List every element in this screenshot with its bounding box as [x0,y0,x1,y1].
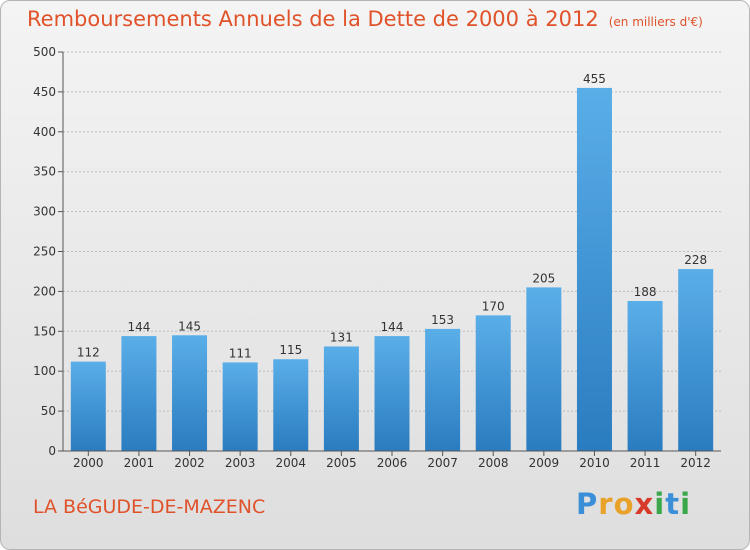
proxiti-logo: Proxiti [576,487,691,521]
bars: 112 144 145 111 115 131 144 153 170 205 455 188 228 [70,72,714,451]
logo-letter: i [680,487,692,521]
bar-value-label: 144 [127,320,150,334]
logo-letter: P [576,487,599,521]
logo-letter: x [634,487,655,521]
x-tick-label: 2009 [529,456,560,470]
x-tick-label: 2008 [478,456,509,470]
bar [323,346,359,451]
y-tick-label: 250 [33,245,56,259]
x-tick-label: 2011 [630,456,661,470]
bar [273,359,309,451]
bar [222,362,258,451]
bar-value-label: 228 [684,253,707,267]
logo-letter: i [654,487,666,521]
bar-value-label: 170 [482,299,505,313]
bar [121,336,157,451]
bar-value-label: 188 [634,285,657,299]
bar-value-label: 131 [330,330,353,344]
chart-subtitle: (en milliers d'€) [608,15,703,29]
bar [526,287,562,451]
y-tick-label: 50 [41,404,56,418]
x-tick-label: 2000 [73,456,104,470]
bar [425,328,461,451]
y-tick-label: 350 [33,165,56,179]
bar-value-label: 205 [532,271,555,285]
bar [374,336,410,451]
x-tick-label: 2004 [275,456,306,470]
axes: 0 50 100 150 200 250 300 350 400 450 500 2000 2001 20… [33,45,721,470]
bar-value-label: 115 [279,343,302,357]
bar-value-label: 145 [178,319,201,333]
y-tick-label: 0 [48,444,56,458]
logo-letter: o [613,487,635,521]
bar-value-label: 153 [431,313,454,327]
logo-letter: t [665,487,681,521]
x-tick-label: 2012 [680,456,711,470]
bar [576,87,612,451]
x-tick-label: 2003 [225,456,256,470]
bar [172,335,208,451]
bar [627,300,663,451]
y-tick-label: 300 [33,205,56,219]
y-tick-label: 150 [33,324,56,338]
bar-value-label: 144 [381,320,404,334]
bar-value-label: 112 [77,346,100,360]
y-tick-label: 100 [33,364,56,378]
logo-letter: r [598,487,614,521]
bar-value-label: 455 [583,72,606,86]
bar [475,315,511,451]
bar [70,361,106,451]
y-tick-label: 450 [33,85,56,99]
chart-title-text: Remboursements Annuels de la Dette de 20… [27,7,599,31]
bar-value-label: 111 [229,346,252,360]
x-tick-label: 2010 [579,456,610,470]
place-name: LA BéGUDE-DE-MAZENC [33,496,266,518]
x-tick-label: 2002 [174,456,205,470]
y-tick-label: 200 [33,284,56,298]
chart-title: Remboursements Annuels de la Dette de 20… [27,7,703,31]
x-tick-label: 2005 [326,456,357,470]
y-tick-label: 400 [33,125,56,139]
x-tick-label: 2006 [377,456,408,470]
x-tick-label: 2001 [124,456,155,470]
y-tick-label: 500 [33,45,56,59]
x-tick-label: 2007 [427,456,458,470]
bar [678,269,714,451]
